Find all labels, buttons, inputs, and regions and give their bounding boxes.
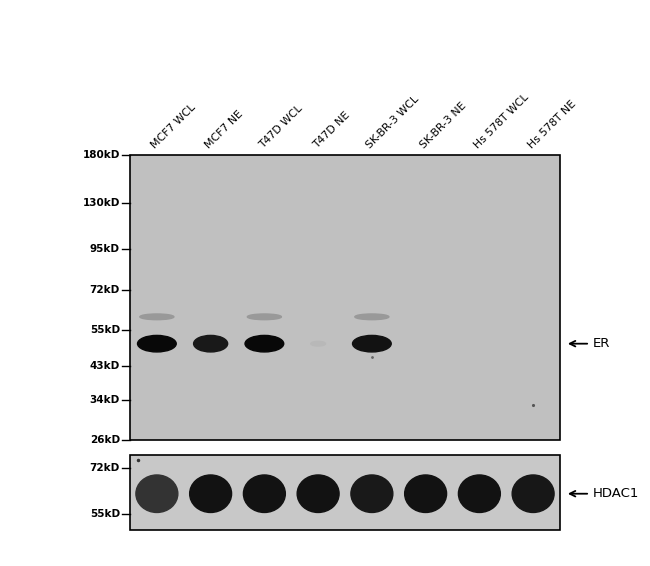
Text: ER: ER [593, 337, 610, 350]
Text: T47D WCL: T47D WCL [257, 103, 304, 150]
Ellipse shape [243, 475, 285, 512]
Ellipse shape [190, 475, 231, 512]
Text: Hs 578T NE: Hs 578T NE [526, 98, 578, 150]
Ellipse shape [512, 475, 554, 512]
Ellipse shape [140, 314, 174, 320]
Ellipse shape [352, 336, 391, 352]
Text: MCF7 NE: MCF7 NE [203, 108, 245, 150]
Text: MCF7 WCL: MCF7 WCL [150, 102, 198, 150]
Text: SK-BR-3 NE: SK-BR-3 NE [419, 100, 469, 150]
Text: 130kD: 130kD [83, 198, 120, 208]
Ellipse shape [194, 336, 228, 352]
Ellipse shape [351, 475, 393, 512]
Text: 72kD: 72kD [90, 464, 120, 474]
Text: 55kD: 55kD [90, 325, 120, 335]
Ellipse shape [136, 475, 178, 512]
Text: 72kD: 72kD [90, 285, 120, 295]
Text: HDAC1: HDAC1 [593, 487, 640, 500]
Ellipse shape [311, 341, 326, 346]
Text: 180kD: 180kD [83, 150, 120, 160]
Text: 34kD: 34kD [90, 396, 120, 405]
Text: 55kD: 55kD [90, 509, 120, 519]
Ellipse shape [405, 475, 447, 512]
Text: T47D NE: T47D NE [311, 109, 352, 150]
Ellipse shape [458, 475, 501, 512]
Text: 26kD: 26kD [90, 435, 120, 445]
Ellipse shape [248, 314, 281, 320]
Ellipse shape [138, 336, 176, 352]
Ellipse shape [297, 475, 339, 512]
Text: 43kD: 43kD [90, 361, 120, 371]
Ellipse shape [355, 314, 389, 320]
Text: SK-BR-3 WCL: SK-BR-3 WCL [365, 93, 421, 150]
Ellipse shape [245, 336, 284, 352]
Text: Hs 578T WCL: Hs 578T WCL [473, 92, 530, 150]
Bar [130, 155, 560, 440]
Text: 95kD: 95kD [90, 244, 120, 254]
Bar [130, 455, 560, 530]
